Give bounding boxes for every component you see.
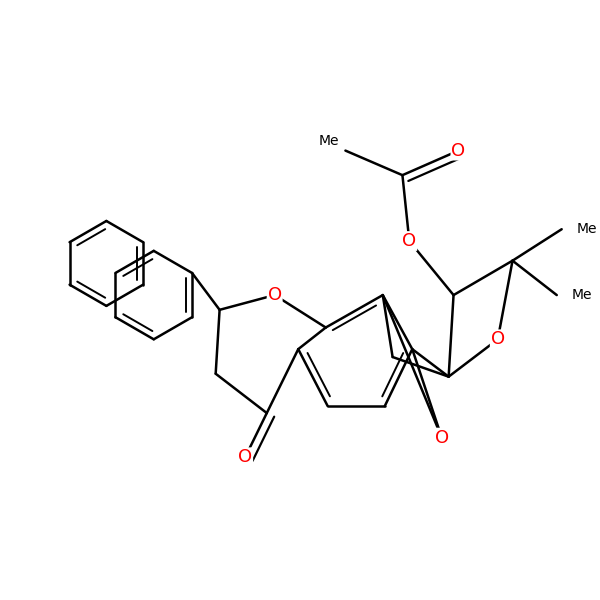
Text: O: O bbox=[434, 428, 449, 446]
Text: O: O bbox=[268, 286, 282, 304]
Text: O: O bbox=[238, 448, 252, 466]
Text: Me: Me bbox=[577, 222, 597, 236]
Text: O: O bbox=[402, 232, 416, 250]
Text: Me: Me bbox=[572, 288, 592, 302]
Text: Me: Me bbox=[319, 134, 340, 148]
Text: O: O bbox=[491, 331, 505, 349]
Text: O: O bbox=[451, 142, 466, 160]
